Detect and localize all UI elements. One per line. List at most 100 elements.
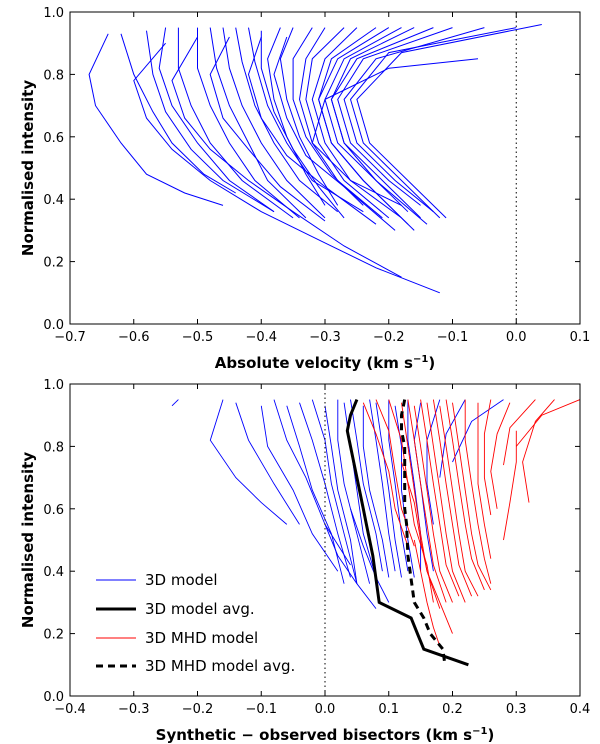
bottom-3d-mhd-model-line [439,405,479,597]
bottom-3d-model-line [311,399,358,584]
bottom-3d-mhd-model-line [452,402,492,591]
p1-x-tick-label: −0.1 [437,330,469,345]
top-bisector-line [349,27,517,219]
bottom-3d-mhd-model-line [503,430,517,541]
bottom-3d-model-line [324,405,358,584]
p1-x-tick-label: −0.2 [373,330,405,345]
bottom-3d-model-line [324,524,377,609]
p1-x-tick-label: 0.0 [506,330,527,345]
bottom-3d-model-line [273,399,351,566]
top-x-tick-labels: −0.7 −0.6 −0.5 −0.4 −0.3 −0.2 −0.1 0.0 0.1 [54,330,590,345]
top-bisector-line [209,36,326,222]
top-bisector-line [235,27,339,213]
top-bisector-line [222,27,326,219]
p2-x-tick-label: −0.1 [245,702,277,717]
bottom-3d-model-line [260,405,339,572]
p1-x-tick-label: −0.7 [54,330,86,345]
bottom-3d-model-line [235,402,300,525]
bottom-x-axis-label: Synthetic − observed bisectors (km s−1) [156,726,495,744]
bottom-3d-model-line [171,399,179,407]
legend-3d-model-avg-label: 3D model avg. [145,600,255,618]
bottom-ticks [69,383,581,697]
legend-3d-model-label: 3D model [145,571,218,589]
top-panel: −0.7 −0.6 −0.5 −0.4 −0.3 −0.2 −0.1 0.0 0.1 0.00.… [19,6,590,372]
bottom-3d-mhd-model-line [401,461,453,634]
p2-x-tick-label: 0.3 [506,702,527,717]
p1-x-tick-label: 0.1 [570,330,591,345]
p2-y-tick-label: 1.0 [43,378,64,393]
top-bisector-line [177,27,294,219]
p2-x-tick-label: −0.3 [118,702,150,717]
top-bisector-line [318,27,409,225]
legend: 3D model 3D model avg. 3D MHD model 3D M… [96,571,295,675]
top-bisector-line [305,27,390,219]
bottom-3d-model-line [362,405,390,578]
bottom-3d-mhd-model-line [477,402,492,559]
p1-y-tick-label: 0.4 [43,193,64,208]
p1-y-tick-label: 0.6 [43,131,64,146]
bottom-3d-model-line [350,508,390,603]
p2-x-tick-label: 0.4 [570,702,591,717]
top-bisector-line [298,27,383,219]
legend-3d-mhd-model-label: 3D MHD model [145,629,258,647]
bottom-3d-mhd-model-line [388,399,434,603]
bottom-3d-model-line [407,399,422,572]
top-bisector-lines [88,24,542,294]
bottom-3d-mhd-model-line [426,402,466,603]
bottom-y-axis-label: Normalised intensity [19,452,37,628]
p2-y-tick-label: 0.8 [43,440,64,455]
bottom-3d-mhd-model-avg-line [400,399,447,665]
top-bisector-line [311,58,479,206]
top-bisector-line [88,33,224,206]
bottom-3d-mhd-model-line [432,399,473,597]
bottom-3d-model-avg-line [345,399,469,667]
p2-y-tick-label: 0.6 [43,503,64,518]
top-y-axis-label: Normalised intensity [19,80,37,256]
legend-3d-mhd-model-avg-label: 3D MHD model avg. [145,657,295,675]
top-bisector-line [260,30,345,219]
top-bisector-line [171,36,402,278]
bottom-3d-mhd-model-line [362,402,409,547]
p2-x-tick-label: 0.2 [442,702,463,717]
p2-x-tick-label: 0.0 [315,702,336,717]
top-bisector-line [267,27,326,206]
bottom-3d-mhd-model-line [464,399,492,584]
p2-x-tick-label: 0.1 [378,702,399,717]
p1-y-tick-label: 0.0 [43,318,64,333]
top-bisector-line [120,33,236,194]
top-bisector-line [356,24,542,219]
p2-x-tick-label: −0.2 [182,702,214,717]
bottom-3d-mhd-model-line [413,539,441,647]
top-ticks [69,11,581,325]
bottom-3d-model-line [388,399,409,572]
top-bisector-line [324,27,428,225]
top-bisector-line [197,27,300,219]
bottom-3d-model-line [350,399,383,572]
bottom-3d-mhd-model-line [515,399,581,447]
p1-x-tick-label: −0.6 [118,330,150,345]
bottom-3d-mhd-model-line [483,399,492,516]
bottom-y-tick-labels: 0.0 0.2 0.4 0.6 0.8 1.0 [43,378,64,705]
bottom-panel: −0.4 −0.3 −0.2 −0.1 0.0 0.1 0.2 0.3 0.4 0.00.20.… [19,378,590,744]
p1-y-tick-label: 1.0 [43,6,64,21]
bottom-3d-mhd-model-line [407,399,447,603]
top-y-tick-labels: 0.0 0.2 0.4 0.6 0.8 1.0 [43,6,64,333]
top-bisector-line [343,27,485,213]
p2-y-tick-label: 0.0 [43,690,64,705]
top-bisector-line [330,27,434,213]
p1-x-tick-label: −0.5 [182,330,214,345]
p2-y-tick-label: 0.4 [43,565,64,580]
bottom-3d-mhd-model-line [413,405,453,603]
bottom-3d-model-line [369,399,396,572]
bottom-3d-model-line [426,399,441,525]
top-bisector-line [273,36,396,231]
p2-x-tick-label: −0.4 [54,702,86,717]
bottom-3d-mhd-model-line [503,399,536,466]
bottom-3d-model-line [337,399,371,584]
bottom-3d-model-lines [171,399,504,609]
bottom-3d-model-line [439,399,466,478]
p1-x-tick-label: −0.3 [309,330,341,345]
top-bisector-line [209,27,307,219]
bottom-3d-mhd-model-line [375,399,415,547]
